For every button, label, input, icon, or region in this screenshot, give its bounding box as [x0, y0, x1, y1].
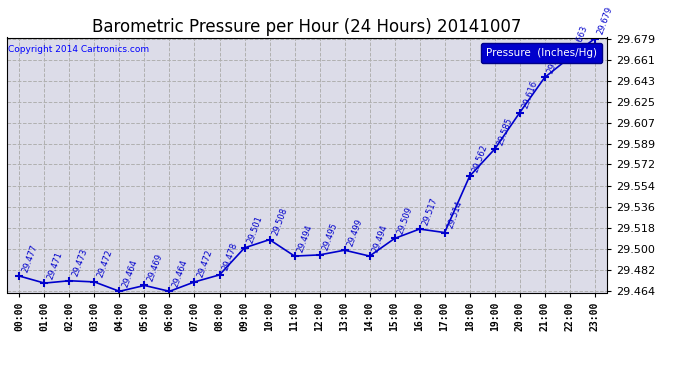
Text: 29.663: 29.663 [571, 24, 589, 55]
Pressure  (Inches/Hg) [440, 230, 449, 235]
Text: 29.585: 29.585 [496, 116, 515, 146]
Text: 29.472: 29.472 [96, 249, 115, 279]
Text: 29.517: 29.517 [421, 196, 440, 226]
Title: Barometric Pressure per Hour (24 Hours) 20141007: Barometric Pressure per Hour (24 Hours) … [92, 18, 522, 36]
Text: 29.494: 29.494 [371, 223, 389, 253]
Pressure  (Inches/Hg) [566, 55, 574, 60]
Pressure  (Inches/Hg) [90, 280, 99, 284]
Text: 29.509: 29.509 [396, 206, 414, 236]
Text: 29.499: 29.499 [346, 217, 364, 248]
Text: Copyright 2014 Cartronics.com: Copyright 2014 Cartronics.com [8, 45, 148, 54]
Text: 29.508: 29.508 [271, 207, 289, 237]
Pressure  (Inches/Hg) [40, 281, 48, 285]
Pressure  (Inches/Hg) [340, 248, 348, 252]
Pressure  (Inches/Hg) [290, 254, 299, 258]
Pressure  (Inches/Hg) [466, 174, 474, 178]
Text: 29.494: 29.494 [296, 223, 314, 253]
Pressure  (Inches/Hg) [366, 254, 374, 258]
Text: 29.679: 29.679 [596, 6, 615, 36]
Pressure  (Inches/Hg) [266, 237, 274, 242]
Pressure  (Inches/Hg) [15, 274, 23, 278]
Text: 29.477: 29.477 [21, 243, 39, 273]
Text: 29.646: 29.646 [546, 44, 564, 75]
Text: 29.471: 29.471 [46, 250, 64, 280]
Pressure  (Inches/Hg) [415, 227, 424, 231]
Pressure  (Inches/Hg) [215, 273, 224, 277]
Pressure  (Inches/Hg) [391, 236, 399, 241]
Pressure  (Inches/Hg) [591, 36, 599, 41]
Text: 29.464: 29.464 [121, 258, 139, 288]
Text: 29.562: 29.562 [471, 143, 489, 173]
Pressure  (Inches/Hg) [190, 280, 199, 284]
Text: 29.501: 29.501 [246, 215, 264, 245]
Text: 29.472: 29.472 [196, 249, 215, 279]
Text: 29.514: 29.514 [446, 200, 464, 230]
Text: 29.464: 29.464 [171, 258, 189, 288]
Text: 29.473: 29.473 [71, 248, 89, 278]
Pressure  (Inches/Hg) [66, 279, 74, 283]
Pressure  (Inches/Hg) [491, 147, 499, 152]
Text: 29.616: 29.616 [521, 80, 540, 110]
Text: 29.478: 29.478 [221, 242, 239, 272]
Pressure  (Inches/Hg) [115, 289, 124, 294]
Pressure  (Inches/Hg) [315, 253, 324, 257]
Pressure  (Inches/Hg) [240, 246, 248, 250]
Pressure  (Inches/Hg) [140, 283, 148, 288]
Pressure  (Inches/Hg) [515, 111, 524, 115]
Pressure  (Inches/Hg) [166, 289, 174, 294]
Line: Pressure  (Inches/Hg): Pressure (Inches/Hg) [15, 34, 599, 296]
Pressure  (Inches/Hg) [540, 75, 549, 80]
Text: 29.469: 29.469 [146, 252, 164, 283]
Legend: Pressure  (Inches/Hg): Pressure (Inches/Hg) [480, 43, 602, 63]
Text: 29.495: 29.495 [321, 222, 339, 252]
